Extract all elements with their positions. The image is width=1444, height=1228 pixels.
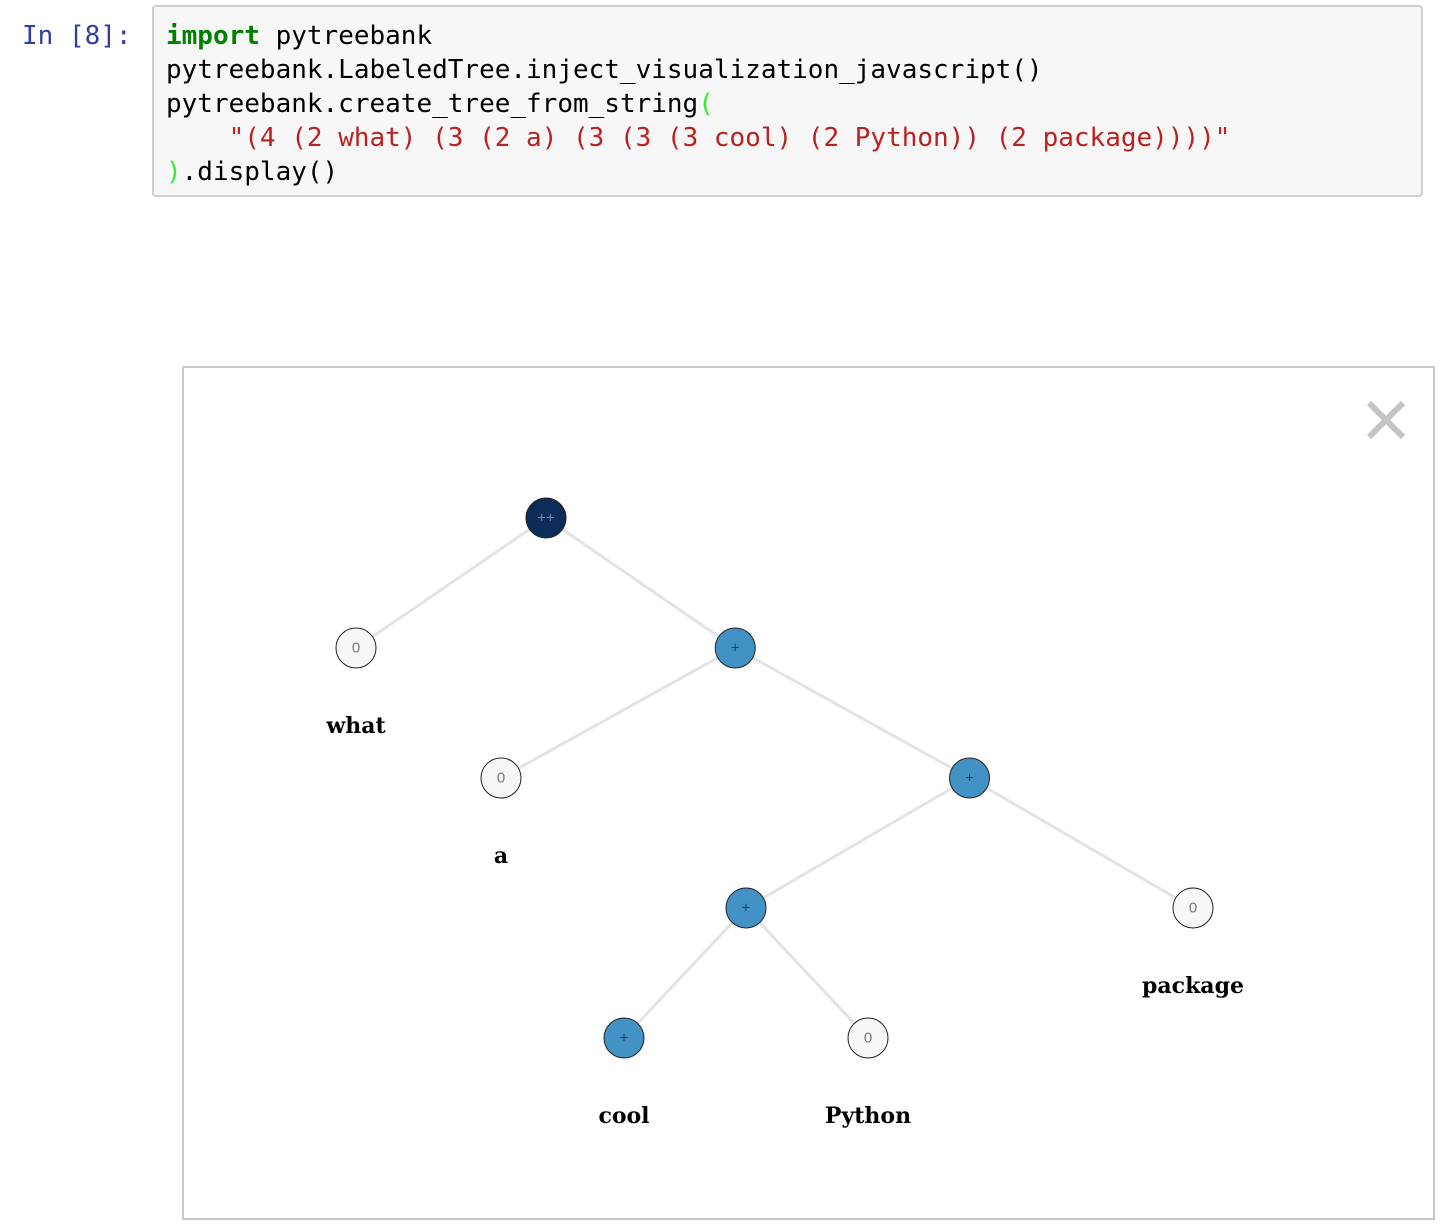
tree-leaf-word: Python	[825, 1103, 911, 1129]
tree-leaf-word: what	[325, 713, 386, 739]
tree-edge	[500, 646, 736, 780]
tree-node[interactable]: 0	[1172, 887, 1214, 929]
close-paren: )	[166, 157, 182, 187]
code-line-4: "(4 (2 what) (3 (2 a) (3 (3 (3 cool) (2 …	[166, 121, 1231, 155]
tree-node-circle[interactable]	[714, 627, 756, 669]
tree-leaf-word: package	[1142, 973, 1244, 999]
tree-edge	[745, 776, 971, 910]
code-editor[interactable]: import pytreebank pytreebank.LabeledTree.…	[166, 19, 1230, 189]
code-cell-input[interactable]: import pytreebank pytreebank.LabeledTree.…	[152, 5, 1423, 197]
tree-node-label: +	[965, 770, 974, 787]
tree-leaf-word: a	[494, 843, 508, 869]
tree-node-label: 0	[497, 770, 505, 787]
tree-node[interactable]: ++	[525, 497, 567, 539]
tree-node-label: +	[742, 900, 751, 917]
tree-edge	[355, 516, 547, 650]
code-line-3: pytreebank.create_tree_from_string(	[166, 87, 1230, 121]
tree-node-circle[interactable]	[949, 757, 990, 799]
tree-node-circle[interactable]	[335, 627, 377, 669]
tree-node[interactable]: +	[949, 757, 990, 799]
tree-node-label: ++	[537, 510, 555, 527]
tree-node-circle[interactable]	[1172, 887, 1214, 929]
tree-edge	[545, 516, 737, 650]
tree-string-literal: "(4 (2 what) (3 (2 a) (3 (3 (3 cool) (2 …	[228, 123, 1231, 153]
tree-node[interactable]: 0	[335, 627, 377, 669]
tree-node[interactable]: 0	[847, 1017, 889, 1059]
tree-edge	[622, 906, 748, 1040]
tree-node[interactable]: +	[603, 1017, 645, 1059]
code-line-2: pytreebank.LabeledTree.inject_visualizat…	[166, 55, 1043, 85]
tree-node[interactable]: +	[725, 887, 767, 929]
keyword-import: import	[166, 21, 260, 51]
tree-node-circle[interactable]	[847, 1017, 889, 1059]
tree-node-label: 0	[864, 1030, 872, 1047]
tree-node-circle[interactable]	[603, 1017, 645, 1059]
tree-node-circle[interactable]	[480, 757, 522, 799]
code-line-3-text: pytreebank.create_tree_from_string	[166, 89, 699, 119]
tree-node-label: 0	[352, 640, 360, 657]
tree-node[interactable]: 0	[480, 757, 522, 799]
tree-edge	[968, 776, 1194, 910]
close-icon[interactable]	[1364, 398, 1408, 442]
tree-edge	[734, 646, 971, 780]
code-line-5-rest: .display()	[181, 157, 339, 187]
code-line-4-indent	[166, 123, 229, 153]
tree-node-label: +	[620, 1030, 629, 1047]
tree-leaf-word: cool	[598, 1103, 649, 1129]
tree-node-label: +	[731, 640, 740, 657]
tree-node-circle[interactable]	[725, 887, 767, 929]
code-line-1: import pytreebank	[166, 19, 1230, 53]
tree-edge	[744, 906, 870, 1040]
input-prompt: In [8]:	[22, 21, 132, 51]
open-paren: (	[698, 89, 714, 119]
tree-node-circle[interactable]	[525, 497, 567, 539]
tree-node-label: 0	[1189, 900, 1197, 917]
code-line-1-rest: pytreebank	[259, 21, 433, 51]
code-line-5: ).display()	[166, 155, 1230, 189]
tree-node[interactable]: +	[714, 627, 756, 669]
tree-visualization-output: ++ 0 what +0 a + + + cool 0 Python 0 package	[182, 366, 1435, 1220]
